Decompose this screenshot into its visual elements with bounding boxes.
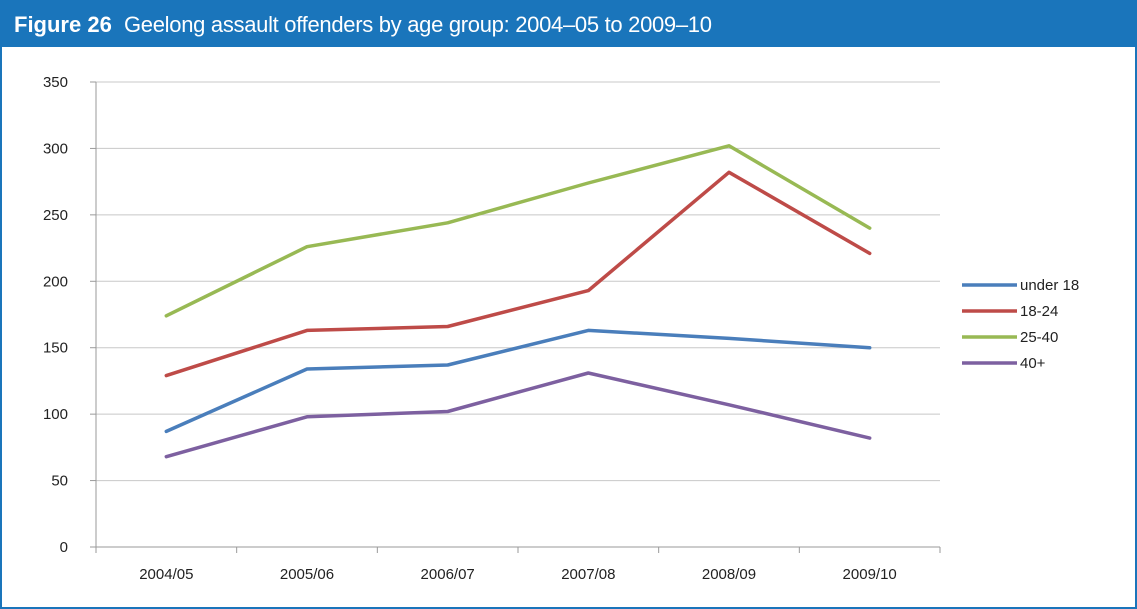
series-line-under-18 (164, 328, 872, 434)
figure-title: Geelong assault offenders by age group: … (124, 12, 712, 37)
line-chart: 0 50 100 150 200 250 300 350 2004/05 2005/06 2006… (43, 74, 1079, 583)
x-tick-label: 2005/06 (280, 566, 334, 583)
series-line-18-24 (164, 170, 872, 378)
y-tick-label: 200 (43, 273, 68, 290)
figure-label: Figure 26 (14, 12, 112, 37)
x-tick-label: 2008/09 (702, 566, 756, 583)
x-tick-label: 2006/07 (421, 566, 475, 583)
y-tick-label: 150 (43, 340, 68, 357)
x-axis-ticks: 2004/05 2005/06 2006/07 2007/08 2008/09 2009/… (95, 547, 941, 583)
x-tick-label: 2007/08 (561, 566, 615, 583)
series-line-40- (164, 371, 872, 459)
y-tick-label: 250 (43, 207, 68, 224)
y-tick-label: 300 (43, 140, 68, 157)
y-tick-label: 50 (51, 473, 68, 490)
series-lines (164, 144, 872, 459)
figure-header: Figure 26 Geelong assault offenders by a… (2, 2, 1135, 47)
y-axis-ticks: 0 50 100 150 200 250 300 350 (43, 74, 96, 556)
gridlines (96, 81, 940, 482)
y-tick-label: 350 (43, 74, 68, 91)
legend-label: under 18 (1020, 277, 1079, 294)
x-tick-label: 2009/10 (843, 566, 897, 583)
y-tick-label: 100 (43, 406, 68, 423)
axes (95, 82, 940, 548)
legend-label: 40+ (1020, 355, 1046, 372)
x-tick-label: 2004/05 (139, 566, 193, 583)
series-line-25-40 (164, 144, 872, 318)
legend-label: 25-40 (1020, 329, 1058, 346)
legend-label: 18-24 (1020, 303, 1058, 320)
y-tick-label: 0 (60, 539, 68, 556)
legend: under 18 18-24 25-40 40+ (962, 277, 1079, 372)
